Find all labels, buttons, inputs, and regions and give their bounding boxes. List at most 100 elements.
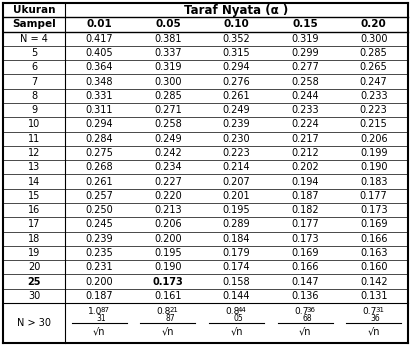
Text: 0.257: 0.257 <box>85 191 113 201</box>
Text: 0.242: 0.242 <box>154 148 182 158</box>
Text: 1.0: 1.0 <box>88 307 102 316</box>
Text: 0.352: 0.352 <box>223 34 250 44</box>
Text: 0.239: 0.239 <box>223 119 250 129</box>
Text: 0.217: 0.217 <box>291 134 319 144</box>
Text: 0.01: 0.01 <box>86 19 112 29</box>
Text: 14: 14 <box>28 176 40 186</box>
Text: 0.05: 0.05 <box>155 19 181 29</box>
Text: 0.247: 0.247 <box>360 76 388 86</box>
Text: 0.223: 0.223 <box>223 148 250 158</box>
Text: 16: 16 <box>28 205 40 215</box>
Text: 0.315: 0.315 <box>223 48 250 58</box>
Text: 0.230: 0.230 <box>223 134 250 144</box>
Text: 6: 6 <box>31 62 37 72</box>
Text: 0.179: 0.179 <box>223 248 250 258</box>
Text: 0.214: 0.214 <box>223 162 250 172</box>
Text: 0.244: 0.244 <box>291 91 319 101</box>
Text: √n: √n <box>367 327 380 337</box>
Text: 0.207: 0.207 <box>223 176 250 186</box>
Text: 0.319: 0.319 <box>291 34 319 44</box>
Text: 31: 31 <box>97 314 106 323</box>
Text: 0.220: 0.220 <box>154 191 182 201</box>
Text: 36: 36 <box>307 307 316 313</box>
Text: 0.249: 0.249 <box>154 134 182 144</box>
Text: 0.206: 0.206 <box>154 219 182 229</box>
Text: 0.144: 0.144 <box>223 291 250 301</box>
Text: 12: 12 <box>28 148 40 158</box>
Text: 0.212: 0.212 <box>291 148 319 158</box>
Text: 0.163: 0.163 <box>360 248 388 258</box>
Text: 0.299: 0.299 <box>291 48 319 58</box>
Text: 0.7: 0.7 <box>363 307 377 316</box>
Text: 0.15: 0.15 <box>292 19 318 29</box>
Text: 0.268: 0.268 <box>85 162 113 172</box>
Text: 44: 44 <box>238 307 247 313</box>
Text: 15: 15 <box>28 191 40 201</box>
Text: 9: 9 <box>31 105 37 115</box>
Text: 0.200: 0.200 <box>85 276 113 286</box>
Text: 0.261: 0.261 <box>223 91 250 101</box>
Text: 7: 7 <box>31 76 37 86</box>
Text: 05: 05 <box>233 314 243 323</box>
Text: 0.275: 0.275 <box>85 148 113 158</box>
Text: 0.10: 0.10 <box>224 19 249 29</box>
Text: 8: 8 <box>31 91 37 101</box>
Text: 0.284: 0.284 <box>85 134 113 144</box>
Text: 0.195: 0.195 <box>154 248 182 258</box>
Text: 17: 17 <box>28 219 40 229</box>
Text: 18: 18 <box>28 234 40 244</box>
Text: √n: √n <box>299 327 312 337</box>
Text: √n: √n <box>230 327 243 337</box>
Text: Taraf Nyata (α ): Taraf Nyata (α ) <box>185 4 289 17</box>
Text: 0.294: 0.294 <box>85 119 113 129</box>
Text: 0.7: 0.7 <box>294 307 308 316</box>
Text: 0.8: 0.8 <box>225 307 240 316</box>
Text: 30: 30 <box>28 291 40 301</box>
Text: 0.294: 0.294 <box>223 62 250 72</box>
Text: 0.190: 0.190 <box>360 162 388 172</box>
Text: 0.158: 0.158 <box>223 276 250 286</box>
Text: 0.142: 0.142 <box>360 276 388 286</box>
Text: 0.184: 0.184 <box>223 234 250 244</box>
Text: 0.224: 0.224 <box>291 119 319 129</box>
Text: 0.348: 0.348 <box>85 76 113 86</box>
Text: 0.173: 0.173 <box>291 234 319 244</box>
Text: 0.177: 0.177 <box>360 191 388 201</box>
Text: 11: 11 <box>28 134 40 144</box>
Text: 0.233: 0.233 <box>291 105 319 115</box>
Text: 0.200: 0.200 <box>154 234 182 244</box>
Text: 0.239: 0.239 <box>85 234 113 244</box>
Text: 31: 31 <box>375 307 384 313</box>
Text: 0.234: 0.234 <box>154 162 182 172</box>
Text: 0.206: 0.206 <box>360 134 388 144</box>
Text: 25: 25 <box>27 276 41 286</box>
Text: 0.169: 0.169 <box>360 219 388 229</box>
Text: 0.381: 0.381 <box>154 34 182 44</box>
Text: 19: 19 <box>28 248 40 258</box>
Text: 0.276: 0.276 <box>223 76 250 86</box>
Text: 0.249: 0.249 <box>223 105 250 115</box>
Text: N = 4: N = 4 <box>20 34 48 44</box>
Text: 0.285: 0.285 <box>360 48 388 58</box>
Text: 0.235: 0.235 <box>85 248 113 258</box>
Text: 0.183: 0.183 <box>360 176 388 186</box>
Text: 87: 87 <box>101 307 110 313</box>
Text: 0.250: 0.250 <box>85 205 113 215</box>
Text: 0.161: 0.161 <box>154 291 182 301</box>
Text: 0.261: 0.261 <box>85 176 113 186</box>
Text: Ukuran: Ukuran <box>13 5 55 15</box>
Text: 36: 36 <box>371 314 381 323</box>
Text: 0.20: 0.20 <box>361 19 387 29</box>
Text: 0.265: 0.265 <box>360 62 388 72</box>
Text: 0.182: 0.182 <box>291 205 319 215</box>
Text: 0.166: 0.166 <box>291 262 319 272</box>
Text: 0.187: 0.187 <box>291 191 319 201</box>
Text: 0.187: 0.187 <box>85 291 113 301</box>
Text: 0.258: 0.258 <box>154 119 182 129</box>
Text: 0.201: 0.201 <box>223 191 250 201</box>
Text: 0.166: 0.166 <box>360 234 388 244</box>
Text: 0.195: 0.195 <box>223 205 250 215</box>
Text: 0.245: 0.245 <box>85 219 113 229</box>
Text: 0.271: 0.271 <box>154 105 182 115</box>
Text: 68: 68 <box>302 314 312 323</box>
